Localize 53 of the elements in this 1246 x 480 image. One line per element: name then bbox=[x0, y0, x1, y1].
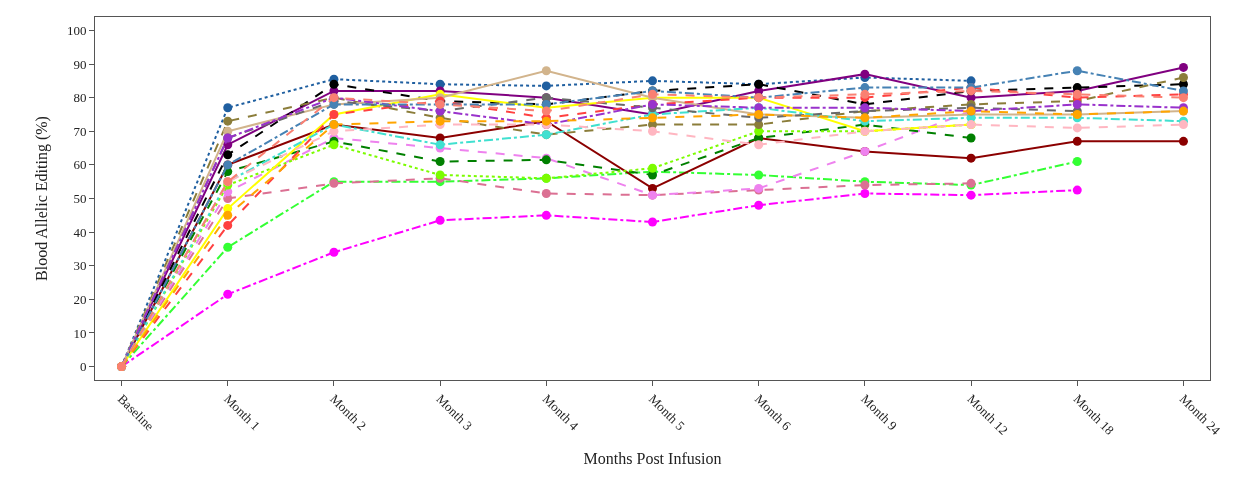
point bbox=[329, 79, 339, 89]
point bbox=[541, 188, 551, 198]
point bbox=[1178, 136, 1188, 146]
point bbox=[223, 103, 233, 113]
point bbox=[1072, 66, 1082, 76]
point bbox=[1072, 136, 1082, 146]
point bbox=[223, 220, 233, 230]
y-tick-label: 10 bbox=[73, 325, 87, 341]
y-tick-label: 90 bbox=[73, 56, 87, 72]
point bbox=[435, 157, 445, 167]
point bbox=[329, 140, 339, 150]
point bbox=[1072, 185, 1082, 195]
point bbox=[966, 133, 976, 143]
point bbox=[223, 289, 233, 299]
y-tick-label: 50 bbox=[73, 191, 87, 207]
point bbox=[1178, 62, 1188, 72]
point bbox=[223, 242, 233, 252]
point bbox=[541, 210, 551, 220]
point bbox=[223, 150, 233, 160]
point bbox=[860, 89, 870, 99]
y-tick-label: 80 bbox=[73, 90, 87, 106]
point bbox=[648, 217, 657, 227]
y-axis-title: Blood Allelic Editing (%) bbox=[32, 116, 51, 281]
point bbox=[860, 69, 870, 79]
point bbox=[223, 116, 233, 126]
point bbox=[966, 190, 976, 200]
point bbox=[648, 113, 657, 123]
y-tick-label: 20 bbox=[73, 291, 87, 307]
y-tick-label: 60 bbox=[73, 157, 87, 173]
point bbox=[541, 66, 551, 76]
point bbox=[648, 76, 657, 86]
y-tick-label: 100 bbox=[66, 22, 87, 38]
point bbox=[541, 81, 551, 91]
point bbox=[1178, 93, 1188, 103]
point bbox=[435, 215, 445, 225]
x-axis-title: Months Post Infusion bbox=[583, 449, 722, 467]
point bbox=[1072, 123, 1082, 133]
point bbox=[648, 126, 657, 136]
point bbox=[1178, 120, 1188, 130]
y-tick-label: 40 bbox=[73, 224, 87, 240]
point bbox=[966, 153, 976, 163]
point bbox=[1178, 73, 1188, 82]
point bbox=[754, 140, 764, 150]
y-tick-label: 0 bbox=[79, 359, 87, 375]
point bbox=[860, 188, 870, 198]
point bbox=[329, 247, 339, 257]
point bbox=[754, 200, 764, 210]
y-tick-label: 70 bbox=[73, 123, 87, 139]
point bbox=[223, 210, 233, 220]
point bbox=[754, 170, 764, 180]
y-tick-label: 30 bbox=[73, 258, 87, 274]
point bbox=[1072, 157, 1082, 167]
point bbox=[648, 163, 657, 173]
